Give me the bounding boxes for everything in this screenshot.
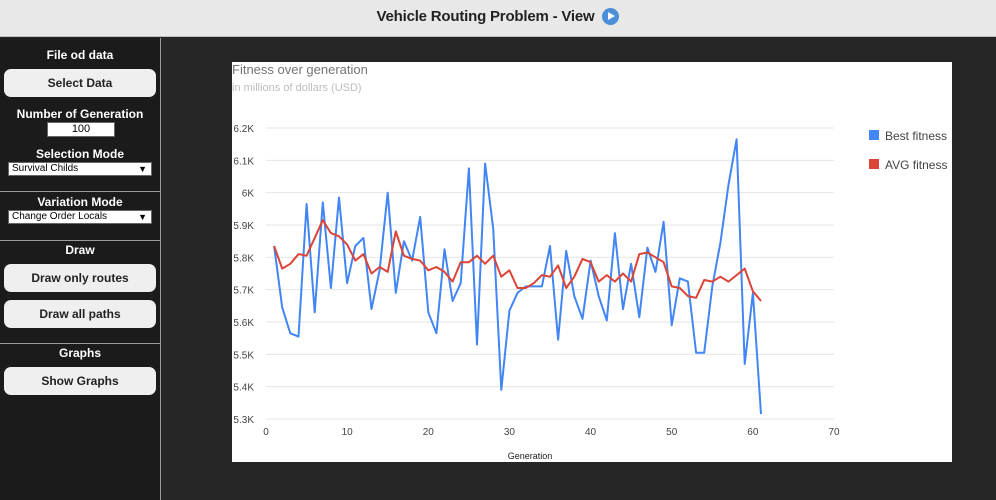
generations-input[interactable]: 100 [47,122,115,137]
legend-label: AVG fitness [885,158,947,172]
variation-mode-label: Variation Mode [37,195,123,209]
draw-routes-button[interactable]: Draw only routes [4,264,156,292]
y-tick-label: 6.2K [233,124,254,135]
divider [0,191,160,192]
legend-swatch [869,130,879,140]
y-tick-label: 6.1K [233,156,254,167]
selection-mode-select[interactable]: Survival Childs ▼ [8,162,152,176]
chart-title: Fitness over generation [232,62,368,77]
draw-paths-button[interactable]: Draw all paths [4,300,156,328]
draw-section-title: Draw [65,243,95,257]
x-tick-label: 20 [423,427,435,438]
x-tick-label: 60 [747,427,759,438]
x-axis-label: Generation [508,451,553,461]
x-tick-label: 70 [828,427,840,438]
y-tick-label: 5.7K [233,286,254,297]
dropdown-arrow-icon: ▼ [138,212,147,222]
generations-label: Number of Generation [16,107,144,121]
divider [0,240,160,241]
legend-label: Best fitness [885,129,947,143]
x-tick-label: 30 [504,427,516,438]
divider [0,343,160,344]
series-line-avg-fitness [273,219,762,302]
play-circle-icon[interactable] [602,8,620,25]
series-line-best-fitness [273,138,762,415]
x-tick-label: 0 [263,427,269,438]
x-tick-label: 50 [666,427,678,438]
graphs-section-title: Graphs [58,346,101,360]
variation-mode-select[interactable]: Change Order Locals ▼ [8,210,152,224]
x-tick-label: 10 [342,427,354,438]
select-data-button[interactable]: Select Data [4,69,156,97]
x-tick-label: 40 [585,427,597,438]
chart-svg: Fitness over generation in millions of do… [232,62,947,461]
sidebar: File od data Select Data Number of Gener… [0,38,161,500]
y-tick-label: 5.3K [233,415,254,426]
y-tick-label: 5.6K [233,318,254,329]
title-bar: Vehicle Routing Problem - View [0,0,996,37]
chart-subtitle: in millions of dollars (USD) [232,82,362,94]
y-tick-label: 5.9K [233,221,254,232]
show-graphs-button[interactable]: Show Graphs [4,367,156,395]
app-title-wrap: Vehicle Routing Problem - View [0,8,996,25]
file-section-title: File od data [46,48,114,62]
y-tick-label: 6K [242,189,255,200]
y-tick-label: 5.5K [233,350,254,361]
legend-swatch [869,159,879,169]
y-tick-label: 5.8K [233,253,254,264]
app-title: Vehicle Routing Problem - View [376,8,595,25]
selection-mode-value: Survival Childs [12,163,79,174]
dropdown-arrow-icon: ▼ [138,164,147,174]
y-tick-label: 5.4K [233,383,254,394]
selection-mode-label: Selection Mode [35,147,124,161]
fitness-chart: Fitness over generation in millions of do… [232,62,952,462]
variation-mode-value: Change Order Locals [12,211,108,222]
